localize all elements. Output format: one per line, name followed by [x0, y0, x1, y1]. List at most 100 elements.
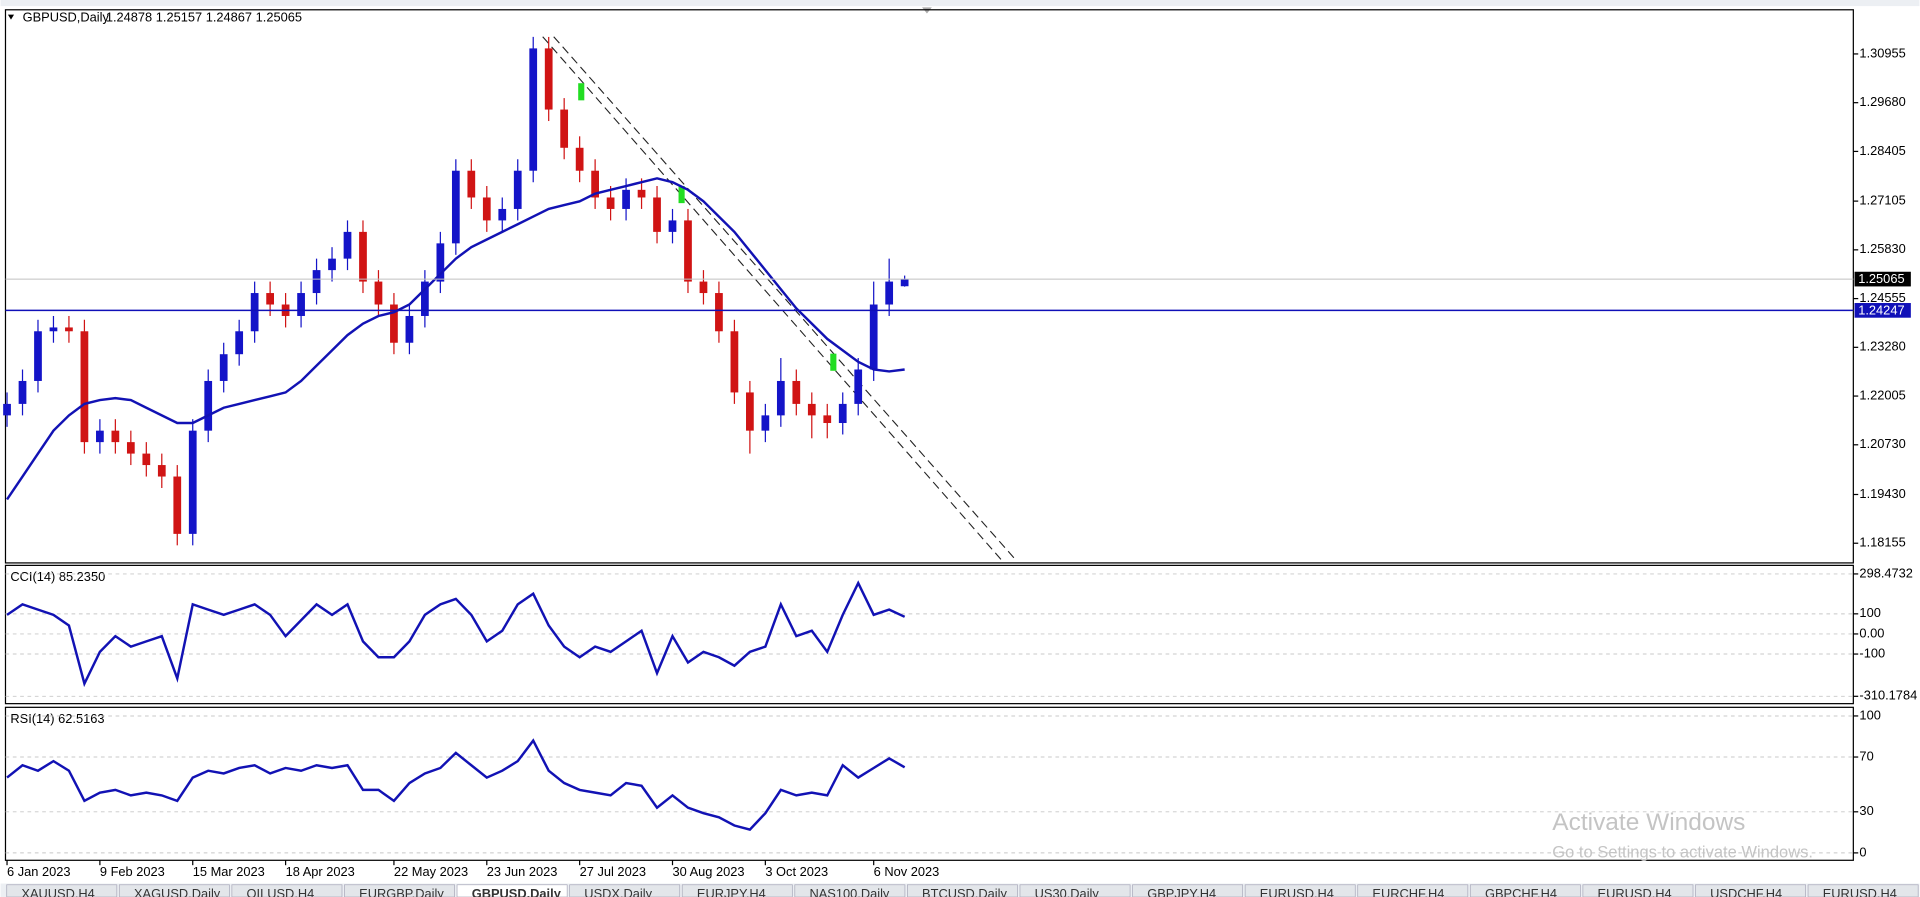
tab-label[interactable]: GBPUSD,Daily — [472, 886, 562, 897]
indicator-title: RSI(14) 62.5163 — [10, 711, 104, 726]
candle-body — [544, 48, 553, 110]
y-tick-label: 100 — [1859, 707, 1880, 722]
tab[interactable] — [456, 884, 568, 897]
indicator-line — [6, 580, 906, 688]
candle-body — [653, 197, 661, 232]
tab[interactable] — [1695, 884, 1806, 897]
tab-label[interactable]: EURGBP,Daily — [359, 886, 444, 897]
signal-marker — [830, 353, 837, 371]
candle-body — [513, 170, 522, 209]
candle-body — [188, 430, 197, 534]
y-tick-label: -310.1784 — [1859, 688, 1917, 703]
tab[interactable] — [1469, 884, 1581, 897]
y-tick-label: 1.18155 — [1859, 535, 1905, 550]
tab[interactable] — [231, 884, 343, 897]
candle-body — [436, 243, 445, 282]
candle-body — [266, 293, 274, 305]
panel-frame — [4, 706, 1854, 861]
y-tick-label: 1.25830 — [1859, 241, 1905, 256]
symbol-label: GBPUSD,Daily — [23, 10, 110, 25]
candle-body — [869, 304, 878, 370]
tab-label[interactable]: USDX,Daily — [584, 886, 652, 897]
watermark-title: Activate Windows — [1552, 809, 1745, 836]
x-tick-label: 23 Jun 2023 — [487, 864, 558, 879]
tab-label[interactable]: EURJPY,H4 — [697, 886, 766, 897]
tab[interactable] — [1582, 884, 1694, 897]
candle-body — [792, 380, 801, 404]
candle-body — [3, 403, 11, 416]
signal-marker — [578, 83, 585, 101]
last-price-label: 1.25065 — [1858, 271, 1904, 286]
candle-body — [684, 220, 692, 282]
y-tick-label: 1.27105 — [1859, 193, 1905, 208]
candle-body — [343, 231, 352, 259]
candle-body — [297, 293, 305, 316]
tab-label[interactable]: GBPJPY,H4 — [1147, 886, 1216, 897]
tab-label[interactable]: OILUSD,H4 — [247, 886, 315, 897]
y-tick-label: 1.19430 — [1859, 486, 1905, 501]
tab-label[interactable]: XAUUSD,H4 — [21, 886, 94, 897]
y-tick-label: 0 — [1859, 844, 1866, 859]
panel-frame — [4, 9, 1854, 564]
x-tick-label: 27 Jul 2023 — [580, 864, 646, 879]
candle-body — [359, 231, 367, 282]
candle-body — [421, 281, 429, 316]
x-tick-label: 30 Aug 2023 — [673, 864, 745, 879]
candle-body — [328, 258, 336, 271]
tab[interactable] — [681, 884, 793, 897]
tab-label[interactable]: XAGUSD,Daily — [134, 886, 221, 897]
x-tick-label: 6 Nov 2023 — [874, 864, 940, 879]
tab-label[interactable]: EURUSD,H4 — [1823, 886, 1897, 897]
candle-body — [250, 293, 259, 332]
candle-body — [498, 208, 507, 221]
candle-body — [96, 430, 104, 443]
candle-body — [776, 380, 785, 416]
y-tick-label: 30 — [1859, 803, 1873, 818]
x-tick-label: 6 Jan 2023 — [7, 864, 70, 879]
candle-body — [34, 331, 42, 381]
y-tick-label: 1.22005 — [1859, 387, 1905, 402]
candle-body — [312, 270, 321, 294]
tab-label[interactable]: EURCHF,H4 — [1372, 886, 1444, 897]
tab-label[interactable]: USDCHF,H4 — [1710, 886, 1782, 897]
candle-body — [715, 293, 723, 332]
tab-label[interactable]: EURUSD,H4 — [1260, 886, 1334, 897]
candle-body — [451, 170, 460, 244]
tab[interactable] — [1019, 884, 1131, 897]
tab[interactable] — [907, 884, 1018, 897]
tab-label[interactable]: EURUSD,H4 — [1598, 886, 1672, 897]
candle-body — [622, 189, 630, 209]
tab[interactable] — [1244, 884, 1356, 897]
symbol-menu-arrow[interactable] — [7, 14, 15, 20]
y-tick-label: 1.23280 — [1859, 339, 1905, 354]
candle-body — [699, 281, 708, 294]
candle-body — [807, 403, 816, 416]
candle-body — [560, 109, 569, 148]
tab[interactable] — [118, 884, 230, 897]
tab[interactable] — [1357, 884, 1469, 897]
candle-body — [235, 331, 244, 355]
candle-body — [142, 453, 151, 466]
candle-body — [730, 331, 739, 393]
trend-channel — [542, 36, 1017, 564]
candle-body — [746, 392, 754, 431]
tab[interactable] — [794, 884, 906, 897]
tab[interactable] — [569, 884, 681, 897]
candle-body — [854, 369, 863, 404]
y-tick-label: 298.4732 — [1859, 565, 1913, 580]
tab[interactable] — [1807, 884, 1919, 897]
tab[interactable] — [344, 884, 455, 897]
tab-label[interactable]: BTCUSD,Daily — [922, 886, 1007, 897]
tab[interactable] — [6, 884, 118, 897]
moving-average — [6, 177, 905, 501]
horizontal-line-label: 1.24247 — [1858, 302, 1904, 317]
tab-label[interactable]: GBPCHF,H4 — [1485, 886, 1557, 897]
tab-label[interactable]: NAS100,Daily — [809, 886, 889, 897]
tab-label[interactable]: US30,Daily — [1035, 886, 1100, 897]
tab[interactable] — [1132, 884, 1244, 897]
top-toolbar — [0, 0, 1920, 7]
y-tick-label: -100 — [1859, 645, 1885, 660]
signal-markers — [578, 83, 837, 371]
